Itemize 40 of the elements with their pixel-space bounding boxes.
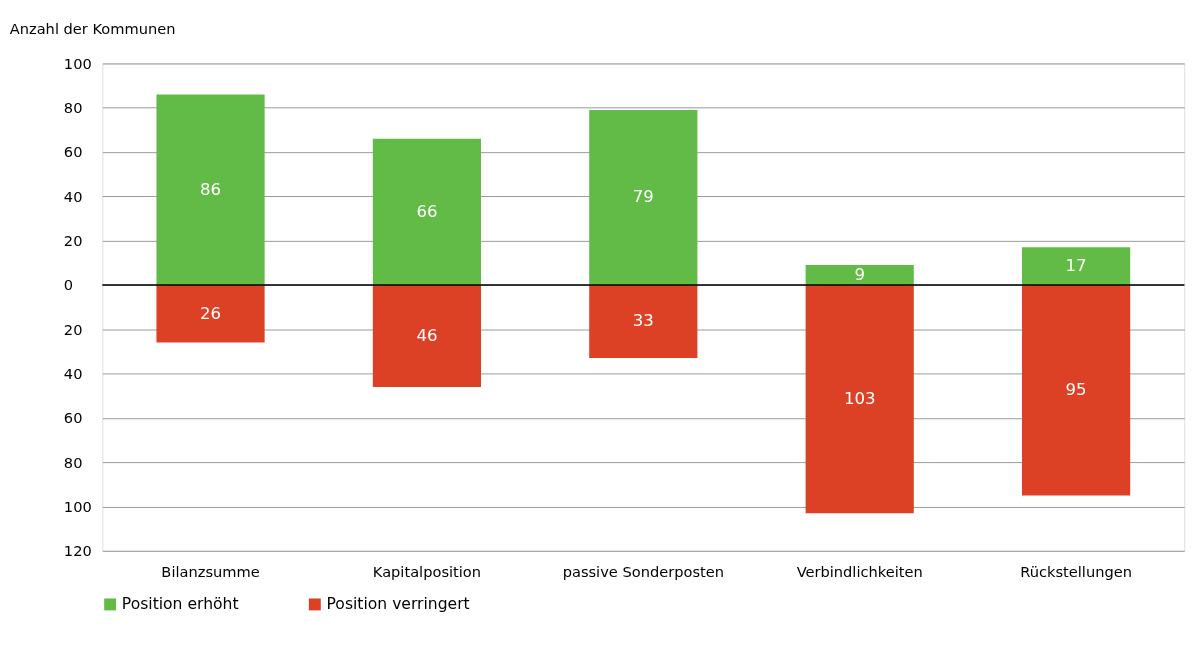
bar <box>1021 247 1131 285</box>
y-tick-label: 100 <box>63 54 92 72</box>
bar <box>589 284 698 359</box>
data-label: 33 <box>632 311 654 331</box>
y-tick-label: 100 <box>63 497 92 515</box>
legend-label: Position verringert <box>326 595 470 614</box>
y-tick-label: 120 <box>63 542 92 560</box>
bar <box>156 284 265 343</box>
legend-label: Position erhöht <box>121 595 239 614</box>
data-label: 9 <box>854 264 865 284</box>
y-tick-label: 80 <box>63 99 83 117</box>
data-label: 86 <box>200 179 222 199</box>
bar <box>372 138 482 285</box>
y-tick-label: 20 <box>63 320 83 338</box>
x-tick-label: Kapitalposition <box>372 562 482 580</box>
data-label: 46 <box>416 325 438 345</box>
bar <box>372 284 482 387</box>
x-tick-label: Verbindlichkeiten <box>796 562 923 580</box>
bar <box>805 284 914 514</box>
bar <box>1021 284 1131 496</box>
bar <box>589 109 698 285</box>
y-axis-title: Anzahl der Kommunen <box>9 20 176 38</box>
bar <box>156 94 265 285</box>
y-tick-label: 60 <box>63 143 83 161</box>
y-tick-label: 80 <box>63 453 83 471</box>
x-tick-label: Rückstellungen <box>1020 562 1132 580</box>
data-label: 66 <box>416 201 438 221</box>
data-label: 17 <box>1065 256 1087 276</box>
y-tick-label: 0 <box>63 276 74 294</box>
data-label: 103 <box>843 388 876 408</box>
data-label: 26 <box>200 303 222 323</box>
bar <box>805 265 914 285</box>
data-label: 95 <box>1065 380 1087 400</box>
y-tick-label: 40 <box>63 364 83 382</box>
data-label: 79 <box>632 187 654 207</box>
x-tick-label: passive Sonderposten <box>562 562 724 580</box>
y-tick-label: 40 <box>63 187 83 205</box>
x-tick-label: Bilanzsumme <box>161 562 260 580</box>
y-tick-label: 20 <box>63 232 83 250</box>
y-tick-label: 60 <box>63 409 83 427</box>
